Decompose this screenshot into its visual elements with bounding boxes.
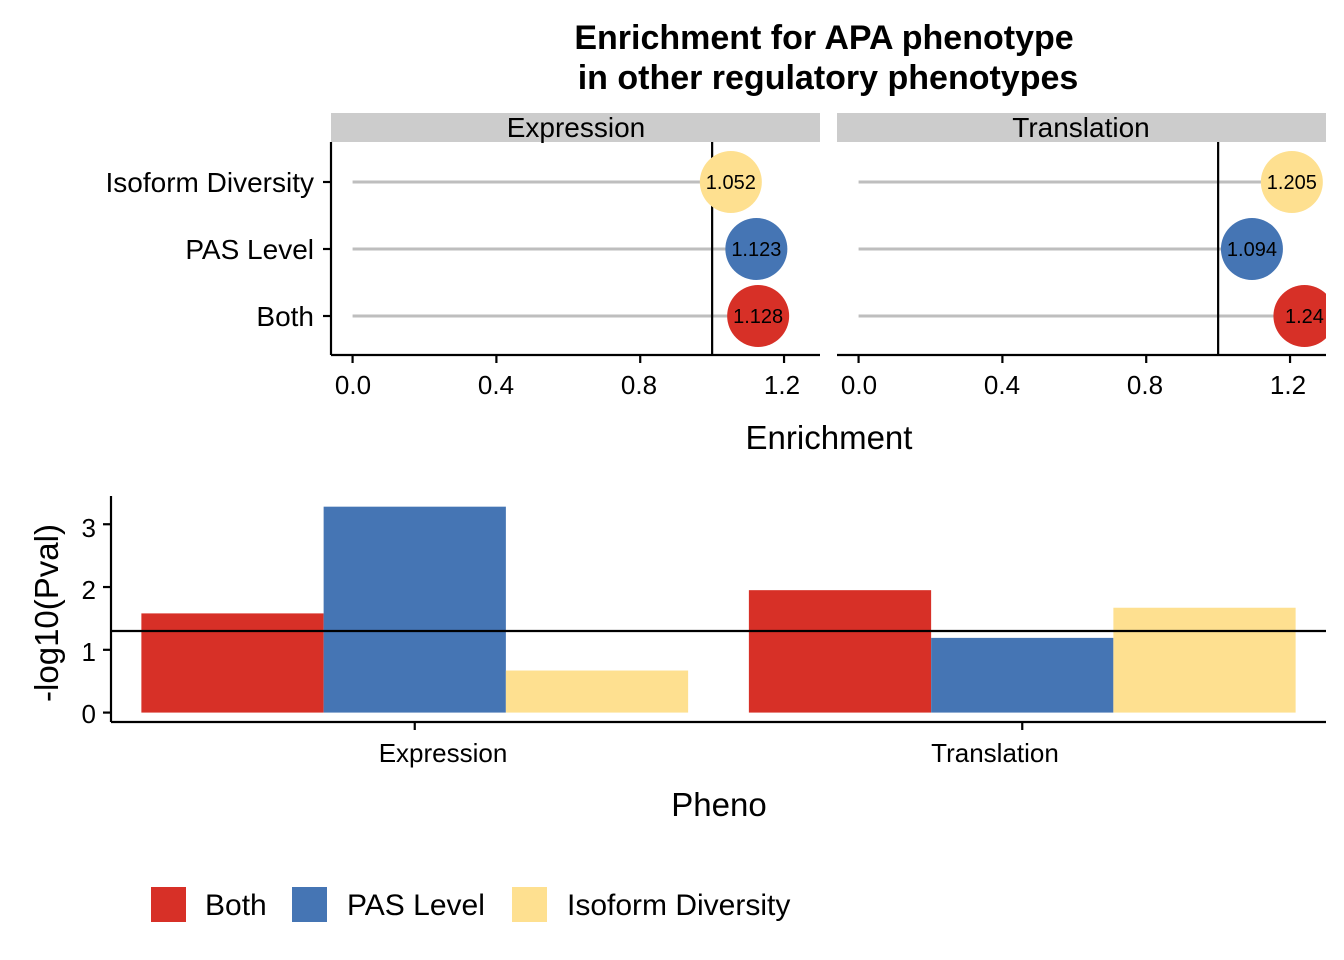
lollipop-points-translation: 1.205 1.094 1.24 [1220,151,1326,347]
chart-title-line-2: in other regulatory phenotypes [578,59,1079,97]
lollipop-point-expression-pas-level [725,218,788,280]
facet-strip-label-translation: Translation [1012,112,1149,143]
chart-title-line-1: Enrichment for APA phenotype [574,19,1073,57]
y-tick-label-2: 2 [82,575,96,605]
facet-strip-translation [837,113,1326,142]
legend-swatch-isoform-diversity [512,887,547,922]
legend-label-pas-level: PAS Level [347,889,485,922]
lollipop-point-translation-isoform-diversity [1260,151,1323,213]
point-label-translation-both: 1.24 [1285,306,1324,328]
lollipop-marks: 1.052 1.123 1.128 1.205 1.094 1.24 [323,142,1326,363]
x-axis-title-enrichment: Enrichment [746,419,913,456]
lollipop-point-translation-both [1273,285,1326,347]
bar-translation-isoform-diversity [1113,607,1296,713]
point-label-expression-isoform-diversity: 1.052 [706,172,756,194]
x-tick-label-expression-2: 0.8 [621,370,657,400]
bar-translation-pas-level [931,637,1114,713]
x-axis-title-pheno: Pheno [671,786,766,823]
lollipop-point-expression-isoform-diversity [699,151,762,213]
legend-label-both: Both [205,889,267,922]
legend-label-isoform-diversity: Isoform Diversity [567,889,790,922]
point-label-expression-both: 1.128 [733,306,783,328]
lollipop-point-expression-both [727,285,790,347]
x-tick-label-translation-0: 0.0 [841,370,877,400]
x-tick-label-translation-3: 1.2 [1270,370,1306,400]
bar-expression-isoform-diversity [505,670,689,713]
facet-strip-label-expression: Expression [507,112,646,143]
lollipop-point-translation-pas-level [1220,218,1283,280]
y-category-label-isoform-diversity: Isoform Diversity [106,167,314,198]
lollipop-points-expression: 1.052 1.123 1.128 [699,151,790,347]
bar-expression-both [141,613,324,713]
y-tick-label-0: 0 [82,699,96,729]
x-tick-label-translation-2: 0.8 [1127,370,1163,400]
y-axis-title-pval: -log10(Pval) [28,524,65,702]
x-category-label-translation: Translation [931,738,1059,768]
legend-swatch-both [151,887,186,922]
bar-expression-pas-level [323,506,506,713]
point-label-translation-isoform-diversity: 1.205 [1267,172,1317,194]
bar-marks [103,496,1326,730]
x-tick-label-expression-3: 1.2 [764,370,800,400]
point-label-translation-pas-level: 1.094 [1227,239,1277,261]
x-tick-label-expression-0: 0.0 [335,370,371,400]
x-tick-label-expression-1: 0.4 [478,370,514,400]
x-tick-label-translation-1: 0.4 [984,370,1020,400]
y-tick-label-1: 1 [82,637,96,667]
point-label-expression-pas-level: 1.123 [731,239,781,261]
legend: Both PAS Level Isoform Diversity [151,887,790,922]
y-category-label-both: Both [256,301,314,332]
legend-swatch-pas-level [292,887,327,922]
facet-strip-expression [331,113,820,142]
y-category-label-pas-level: PAS Level [185,234,314,265]
bar-translation-both [748,590,932,713]
x-category-label-expression: Expression [379,738,508,768]
y-tick-label-3: 3 [82,513,96,543]
